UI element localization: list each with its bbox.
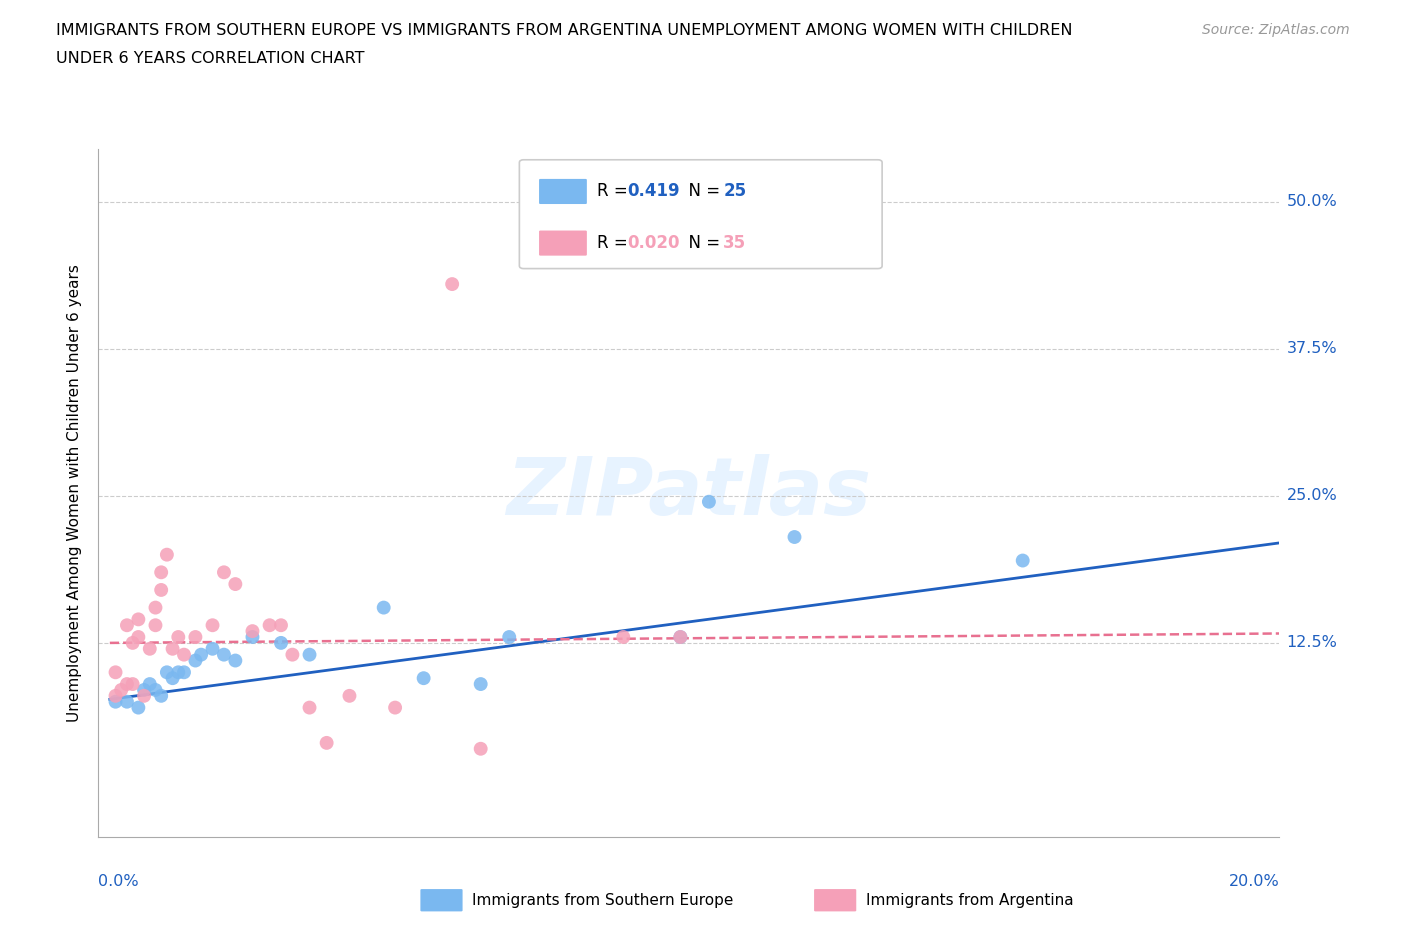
Text: Source: ZipAtlas.com: Source: ZipAtlas.com (1202, 23, 1350, 37)
Text: R =: R = (596, 182, 633, 201)
Point (373, 600, 395, 615)
Text: Immigrants from Southern Europe: Immigrants from Southern Europe (472, 893, 734, 908)
Point (339, 688, 361, 703)
Point (242, 624, 264, 639)
Point (110, 683, 132, 698)
Point (612, 630, 634, 644)
Point (139, 677, 162, 692)
Text: 0.419: 0.419 (627, 182, 681, 201)
Point (145, 683, 167, 698)
Point (167, 630, 190, 644)
Point (669, 630, 692, 644)
Point (104, 695, 127, 710)
Text: N =: N = (678, 182, 725, 201)
Point (201, 618, 224, 632)
Point (150, 565, 173, 579)
Point (132, 688, 155, 703)
Point (281, 647, 304, 662)
Point (162, 642, 184, 657)
Point (212, 565, 235, 579)
Point (184, 630, 207, 644)
Point (201, 642, 224, 657)
Text: 12.5%: 12.5% (1286, 635, 1337, 650)
Y-axis label: Unemployment Among Women with Children Under 6 years: Unemployment Among Women with Children U… (67, 264, 83, 722)
Point (441, 276, 464, 291)
Point (697, 494, 720, 509)
Text: R =: R = (596, 234, 633, 252)
Point (150, 582, 173, 597)
Point (783, 529, 806, 544)
Point (127, 612, 149, 627)
Point (190, 647, 212, 662)
Point (162, 671, 184, 685)
Point (1011, 553, 1033, 568)
Point (150, 688, 173, 703)
Text: N =: N = (678, 234, 725, 252)
Text: 50.0%: 50.0% (1286, 194, 1337, 209)
Point (384, 700, 406, 715)
Point (173, 665, 195, 680)
Point (139, 642, 162, 657)
Point (132, 683, 155, 698)
Text: 25.0%: 25.0% (1286, 488, 1337, 503)
Point (156, 665, 179, 680)
Point (298, 647, 321, 662)
Point (156, 547, 179, 562)
Point (224, 577, 246, 591)
Point (242, 630, 264, 644)
Point (259, 618, 281, 632)
Point (115, 695, 138, 710)
Text: 25: 25 (723, 182, 747, 201)
Point (212, 647, 235, 662)
Point (184, 653, 207, 668)
Text: IMMIGRANTS FROM SOUTHERN EUROPE VS IMMIGRANTS FROM ARGENTINA UNEMPLOYMENT AMONG : IMMIGRANTS FROM SOUTHERN EUROPE VS IMMIG… (56, 23, 1073, 38)
Point (127, 700, 149, 715)
Point (173, 647, 195, 662)
Point (270, 618, 292, 632)
Point (498, 630, 520, 644)
Point (121, 635, 143, 650)
Point (167, 665, 190, 680)
Text: 20.0%: 20.0% (1229, 874, 1279, 889)
Text: ZIPatlas: ZIPatlas (506, 454, 872, 532)
Point (224, 653, 246, 668)
Point (145, 600, 167, 615)
Point (127, 630, 149, 644)
Point (669, 630, 692, 644)
Text: Immigrants from Argentina: Immigrants from Argentina (866, 893, 1074, 908)
Text: 0.0%: 0.0% (98, 874, 139, 889)
Point (104, 688, 127, 703)
Point (104, 665, 127, 680)
Text: UNDER 6 YEARS CORRELATION CHART: UNDER 6 YEARS CORRELATION CHART (56, 51, 364, 66)
Point (115, 677, 138, 692)
Point (115, 618, 138, 632)
Point (270, 635, 292, 650)
Point (412, 671, 434, 685)
Text: 35: 35 (723, 234, 747, 252)
Point (121, 677, 143, 692)
Point (298, 700, 321, 715)
Point (470, 677, 492, 692)
Point (145, 618, 167, 632)
Text: 37.5%: 37.5% (1286, 341, 1337, 356)
Point (315, 736, 337, 751)
Text: 0.020: 0.020 (627, 234, 681, 252)
Point (470, 741, 492, 756)
